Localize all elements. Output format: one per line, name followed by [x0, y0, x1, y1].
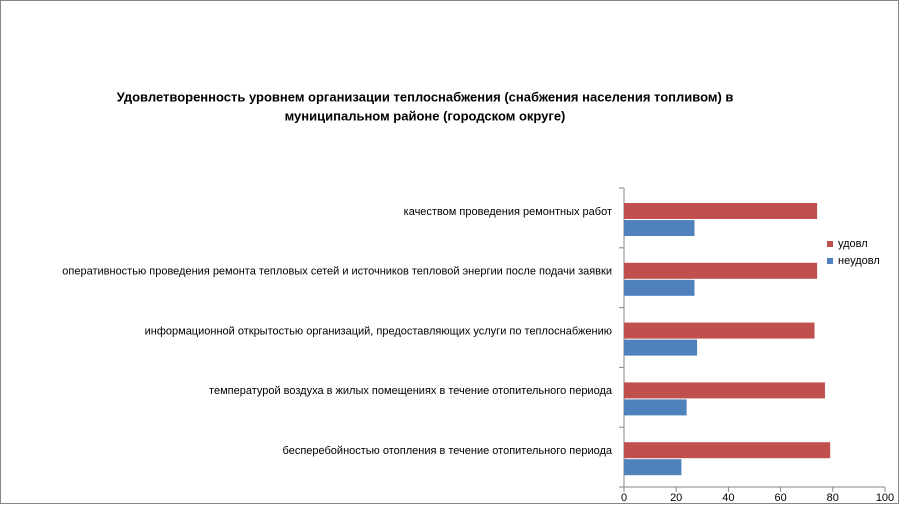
chart-title: муниципальном районе (городском округе) [285, 108, 566, 123]
x-tick-label: 0 [621, 492, 627, 504]
category-label: информационной открытостью организаций, … [145, 325, 612, 337]
legend-swatch [827, 258, 833, 264]
legend-label: удовл [838, 238, 868, 250]
bar [624, 399, 687, 416]
legend-swatch [827, 241, 833, 247]
category-label: качеством проведения ремонтных работ [404, 206, 612, 218]
bar [624, 459, 682, 476]
x-tick-label: 80 [827, 492, 839, 504]
category-label: оперативностью проведения ремонта теплов… [62, 266, 612, 278]
x-tick-label: 40 [722, 492, 734, 504]
legend-label: неудовл [838, 255, 880, 267]
bar [624, 262, 818, 279]
x-tick-label: 60 [774, 492, 786, 504]
bar [624, 220, 695, 236]
chart-title: Удовлетворенность уровнем организации те… [117, 89, 734, 104]
category-label: температурой воздуха в жилых помещениях … [209, 385, 613, 397]
bar [624, 322, 815, 339]
bar [624, 382, 825, 399]
bar [624, 279, 695, 296]
bar [624, 442, 831, 459]
bar [624, 339, 698, 356]
bar [624, 203, 818, 219]
x-tick-label: 100 [876, 492, 894, 504]
category-label: бесперебойностью отопления в течение ото… [283, 445, 613, 457]
x-tick-label: 20 [670, 492, 682, 504]
